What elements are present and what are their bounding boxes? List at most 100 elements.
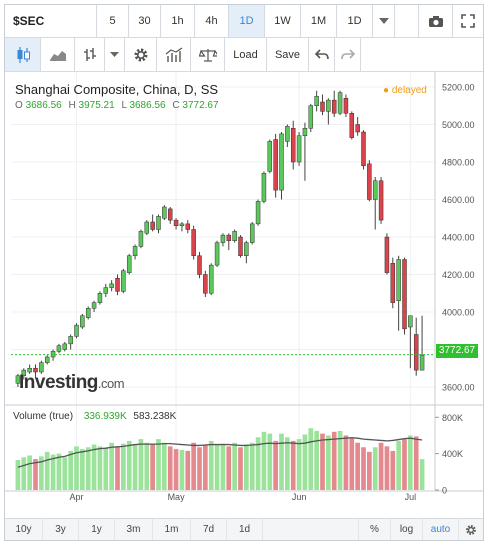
- candle: [97, 291, 103, 305]
- price-chart[interactable]: 5200.00 5000.00 4800.00 4600.00 4400.00 4200.…: [5, 72, 483, 504]
- candle-body-down: [413, 334, 419, 371]
- candle: [367, 160, 372, 202]
- volume-bar-up: [302, 434, 308, 490]
- last-price-badge: 3772.67: [436, 344, 478, 358]
- candle: [255, 199, 261, 226]
- range-bar-spacer: [263, 519, 359, 540]
- candle-body-down: [238, 236, 243, 256]
- volume-bar-up: [144, 442, 150, 490]
- snapshot-button[interactable]: [419, 5, 453, 37]
- undo-button[interactable]: [309, 38, 335, 71]
- volume-bar-up: [232, 442, 237, 490]
- candle: [144, 220, 150, 236]
- candle: [173, 218, 179, 230]
- candle: [85, 306, 91, 320]
- candle-body-up: [255, 201, 261, 225]
- chart-area[interactable]: 5200.00 5000.00 4800.00 4600.00 4400.00 4200.…: [5, 72, 483, 504]
- volume-bar-up: [85, 447, 91, 490]
- candles-style-button[interactable]: [5, 38, 41, 71]
- candle-body-up: [249, 223, 255, 243]
- symbol-input[interactable]: $SEC: [5, 5, 97, 37]
- candle: [326, 98, 331, 125]
- candle-body-down: [390, 263, 396, 303]
- area-style-button[interactable]: [41, 38, 75, 71]
- candle: [150, 214, 155, 232]
- candle: [296, 132, 302, 166]
- volume-bar-up: [62, 457, 68, 490]
- volume-ma-line: [17, 437, 423, 468]
- investing-logo: Investing.com: [19, 372, 125, 394]
- percent-scale-toggle[interactable]: %: [359, 519, 391, 540]
- range-1d[interactable]: 1d: [227, 519, 263, 540]
- volume-bar-down: [173, 449, 179, 490]
- price-tick-label: 4800.00: [442, 158, 475, 168]
- interval-custom[interactable]: 1D: [337, 5, 373, 37]
- volume-bar-up: [39, 456, 44, 490]
- compare-button[interactable]: [191, 38, 225, 71]
- candle-body-up: [121, 270, 126, 292]
- volume-bar-up: [15, 460, 21, 490]
- candle: [91, 300, 97, 312]
- volume-bar-up: [103, 448, 109, 490]
- high-value: 3975.21: [78, 100, 115, 111]
- bars-style-button[interactable]: [75, 38, 105, 71]
- candle: [402, 257, 407, 335]
- settings-button[interactable]: [125, 38, 157, 71]
- volume-bar-down: [320, 433, 325, 490]
- volume-bar-down: [191, 442, 196, 490]
- range-10y[interactable]: 10y: [5, 519, 43, 540]
- range-1y[interactable]: 1y: [79, 519, 115, 540]
- save-button[interactable]: Save: [267, 38, 309, 71]
- candle-body-up: [97, 293, 103, 303]
- volume-bar-up: [109, 442, 114, 490]
- interval-5[interactable]: 5: [97, 5, 129, 37]
- delayed-status-text: delayed: [391, 85, 427, 96]
- volume-bar-up: [91, 444, 97, 490]
- log-scale-toggle[interactable]: log: [391, 519, 423, 540]
- range-3m[interactable]: 3m: [115, 519, 153, 540]
- redo-button[interactable]: [335, 38, 361, 71]
- fullscreen-button[interactable]: [453, 5, 483, 37]
- indicators-button[interactable]: [157, 38, 191, 71]
- interval-1d[interactable]: 1D: [229, 5, 265, 37]
- volume-bar-up: [220, 443, 226, 490]
- candle: [279, 132, 284, 200]
- interval-30[interactable]: 30: [129, 5, 161, 37]
- range-bar: 10y 3y 1y 3m 1m 7d 1d % log auto: [5, 518, 483, 540]
- candle: [39, 360, 44, 374]
- candle-body-down: [384, 236, 390, 273]
- candle-body-down: [197, 255, 202, 275]
- range-1m[interactable]: 1m: [153, 519, 191, 540]
- candle: [33, 364, 38, 378]
- interval-dropdown[interactable]: [373, 5, 395, 37]
- gear-icon: [134, 48, 147, 61]
- volume-bar-up: [56, 453, 62, 490]
- volume-bar-up: [244, 444, 249, 490]
- volume-bar-down: [413, 436, 419, 490]
- interval-1h[interactable]: 1h: [161, 5, 195, 37]
- volume-bar-up: [308, 428, 314, 490]
- volume-bar-down: [331, 431, 337, 490]
- interval-1w[interactable]: 1W: [265, 5, 301, 37]
- interval-4h[interactable]: 4h: [195, 5, 229, 37]
- candle-body-down: [150, 221, 155, 230]
- candle-body-down: [320, 101, 325, 112]
- candle-body-up: [162, 206, 167, 219]
- range-7d[interactable]: 7d: [191, 519, 227, 540]
- candle: [156, 214, 161, 234]
- volume-bar-down: [115, 447, 120, 490]
- candle: [220, 233, 226, 247]
- style-dropdown[interactable]: [105, 38, 125, 71]
- chart-settings-button[interactable]: [459, 519, 483, 540]
- candle-body-down: [33, 368, 38, 373]
- load-button[interactable]: Load: [225, 38, 267, 71]
- range-3y[interactable]: 3y: [43, 519, 79, 540]
- open-value: 3686.56: [25, 100, 62, 111]
- auto-scale-toggle[interactable]: auto: [423, 519, 459, 540]
- candle-body-down: [115, 278, 120, 292]
- candle-body-down: [361, 131, 366, 166]
- logo-suffix-text: .com: [97, 376, 125, 391]
- candle-body-up: [156, 216, 161, 230]
- candle: [290, 120, 296, 170]
- interval-1m[interactable]: 1M: [301, 5, 337, 37]
